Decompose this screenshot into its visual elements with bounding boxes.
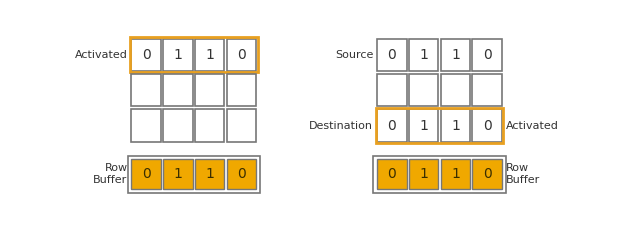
Bar bbox=[227, 109, 256, 142]
Text: 1: 1 bbox=[419, 167, 428, 181]
Bar bbox=[163, 38, 193, 71]
Text: 0: 0 bbox=[483, 48, 491, 62]
Bar bbox=[440, 160, 470, 189]
Bar bbox=[195, 74, 224, 106]
Bar bbox=[377, 38, 406, 71]
Text: Row
Buffer: Row Buffer bbox=[506, 163, 540, 185]
Text: 0: 0 bbox=[142, 167, 151, 181]
Text: 0: 0 bbox=[387, 119, 396, 133]
Bar bbox=[377, 109, 406, 142]
Bar bbox=[409, 109, 438, 142]
Text: 1: 1 bbox=[451, 167, 460, 181]
Bar bbox=[409, 160, 438, 189]
Bar bbox=[132, 160, 161, 189]
Bar bbox=[127, 156, 260, 193]
Bar bbox=[472, 38, 502, 71]
Text: 1: 1 bbox=[419, 119, 428, 133]
Text: 0: 0 bbox=[387, 167, 396, 181]
Text: 1: 1 bbox=[173, 48, 183, 62]
Text: 0: 0 bbox=[237, 48, 246, 62]
Text: Source: Source bbox=[335, 50, 373, 60]
Bar bbox=[472, 109, 502, 142]
Bar bbox=[409, 74, 438, 106]
Bar bbox=[195, 160, 224, 189]
Bar bbox=[195, 38, 224, 71]
Text: 1: 1 bbox=[173, 167, 183, 181]
Text: 1: 1 bbox=[419, 48, 428, 62]
Bar bbox=[132, 74, 161, 106]
Bar bbox=[227, 160, 256, 189]
Text: 0: 0 bbox=[237, 167, 246, 181]
Bar bbox=[440, 38, 470, 71]
Bar bbox=[227, 38, 256, 71]
Bar bbox=[472, 160, 502, 189]
Text: 1: 1 bbox=[205, 48, 214, 62]
Text: 0: 0 bbox=[142, 48, 151, 62]
Bar bbox=[375, 108, 503, 143]
Bar bbox=[472, 74, 502, 106]
Bar bbox=[440, 74, 470, 106]
Text: 1: 1 bbox=[451, 48, 460, 62]
Bar bbox=[130, 37, 258, 72]
Bar bbox=[227, 74, 256, 106]
Bar bbox=[163, 160, 193, 189]
Text: 1: 1 bbox=[205, 167, 214, 181]
Bar bbox=[409, 38, 438, 71]
Text: 0: 0 bbox=[483, 167, 491, 181]
Bar bbox=[195, 109, 224, 142]
Text: Row
Buffer: Row Buffer bbox=[93, 163, 127, 185]
Bar bbox=[132, 109, 161, 142]
Text: Activated: Activated bbox=[75, 50, 127, 60]
Text: Activated: Activated bbox=[506, 121, 559, 130]
Bar bbox=[163, 109, 193, 142]
Bar bbox=[373, 156, 506, 193]
Bar bbox=[132, 38, 161, 71]
Bar bbox=[377, 74, 406, 106]
Text: 1: 1 bbox=[451, 119, 460, 133]
Text: Destination: Destination bbox=[309, 121, 373, 130]
Bar bbox=[440, 109, 470, 142]
Bar bbox=[163, 74, 193, 106]
Text: 0: 0 bbox=[483, 119, 491, 133]
Text: 0: 0 bbox=[387, 48, 396, 62]
Bar bbox=[377, 160, 406, 189]
